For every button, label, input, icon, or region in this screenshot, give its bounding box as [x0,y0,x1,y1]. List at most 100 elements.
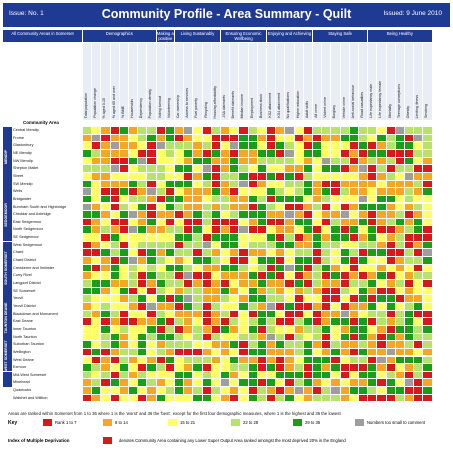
indicator-header: All crime [313,43,323,120]
indicator-header: No qualifications [285,43,295,120]
quilt-cell [414,234,424,242]
quilt-cell [230,149,240,158]
legend-label: 29 to 36 [305,420,321,425]
quilt-cell [92,356,102,365]
quilt-cell [156,241,166,250]
quilt-cell [257,172,267,181]
quilt-cell [377,134,387,143]
quilt-cell [193,371,203,380]
quilt-cell [395,264,405,273]
quilt-cell [147,333,157,342]
quilt-cell [267,218,277,227]
quilt-cell [184,310,194,319]
quilt-cell [285,364,295,372]
quilt-cell [221,264,231,273]
quilt-cell [202,195,212,204]
community-area-label: East Deane [13,319,33,324]
quilt-cell [184,172,194,181]
quilt-cell [239,394,249,403]
quilt-cell [340,157,350,166]
quilt-cell [92,226,102,235]
quilt-cell [119,333,129,342]
community-area-label: Shepton Mallet [13,166,39,171]
quilt-cell [359,142,369,150]
indicator-header: Adult skills [303,43,313,120]
quilt-cell [156,341,166,349]
quilt-cell [92,379,102,388]
quilt-cell [267,165,277,173]
quilt-cell [129,172,139,181]
quilt-cell [423,165,433,173]
quilt-cell [267,302,277,311]
quilt-cell [230,379,240,388]
district-band: TAUNTON DEANE [3,295,12,341]
quilt-cell [285,127,295,135]
quilt-cell [349,127,359,135]
quilt-cell [359,280,369,288]
quilt-cell [257,318,267,326]
indicator-header: Teenage conceptions [395,43,405,120]
quilt-cell [221,257,231,265]
quilt-cell [193,356,203,365]
quilt-cell [331,180,341,189]
community-area-label: Burnham South and Highbridge [13,204,67,209]
quilt-cell [165,310,175,319]
quilt-cell [156,257,166,265]
district-band: WEST SOMERSET [3,340,12,372]
quilt-cell [294,203,304,212]
quilt-cell [359,341,369,349]
quilt-cell [221,211,231,219]
quilt-cell [110,318,120,326]
community-area-label: Chard [13,250,24,255]
quilt-cell [359,295,369,303]
quilt-cell [156,157,166,166]
quilt-cell [92,203,102,212]
quilt-cell [322,142,332,150]
quilt-cell [202,226,212,235]
quilt-cell [165,149,175,158]
quilt-cell [368,195,378,204]
quilt-cell [359,165,369,173]
quilt-cell [202,165,212,173]
quilt-cell [248,325,258,334]
quilt-cell [294,287,304,296]
quilt-cell [294,264,304,273]
quilt-cell [119,226,129,235]
issue-number: Issue: No. 1 [9,10,44,17]
quilt-cell [322,203,332,212]
quilt-cell [248,180,258,189]
quilt-cell [414,165,424,173]
quilt-cell [276,211,286,219]
quilt-cell [414,157,424,166]
quilt-cell [248,341,258,349]
quilt-cell [119,127,129,135]
quilt-cell [395,333,405,342]
quilt-cell [221,157,231,166]
quilt-cell [110,287,120,296]
quilt-cell [92,180,102,189]
quilt-cell [359,302,369,311]
quilt-cell [101,234,111,242]
quilt-cell [331,348,341,357]
quilt-cell [239,379,249,388]
quilt-cell [257,226,267,235]
quilt-cell [423,211,433,219]
quilt-cell [322,280,332,288]
quilt-cell [248,272,258,280]
quilt-cell [202,295,212,303]
quilt-cell [303,180,313,189]
quilt-cell [175,165,185,173]
quilt-cell [221,172,231,181]
community-area-label: NE Mendip [13,150,32,155]
quilt-cell [322,180,332,189]
quilt-cell [349,188,359,196]
quilt-cell [147,341,157,349]
quilt-cell [395,325,405,334]
indicator-header: Access to services [184,43,194,120]
quilt-cell [340,149,350,158]
quilt-cell [175,142,185,150]
quilt-cell [83,249,93,258]
quilt-cell [267,149,277,158]
quilt-cell [92,195,102,204]
quilt-cell [184,249,194,258]
